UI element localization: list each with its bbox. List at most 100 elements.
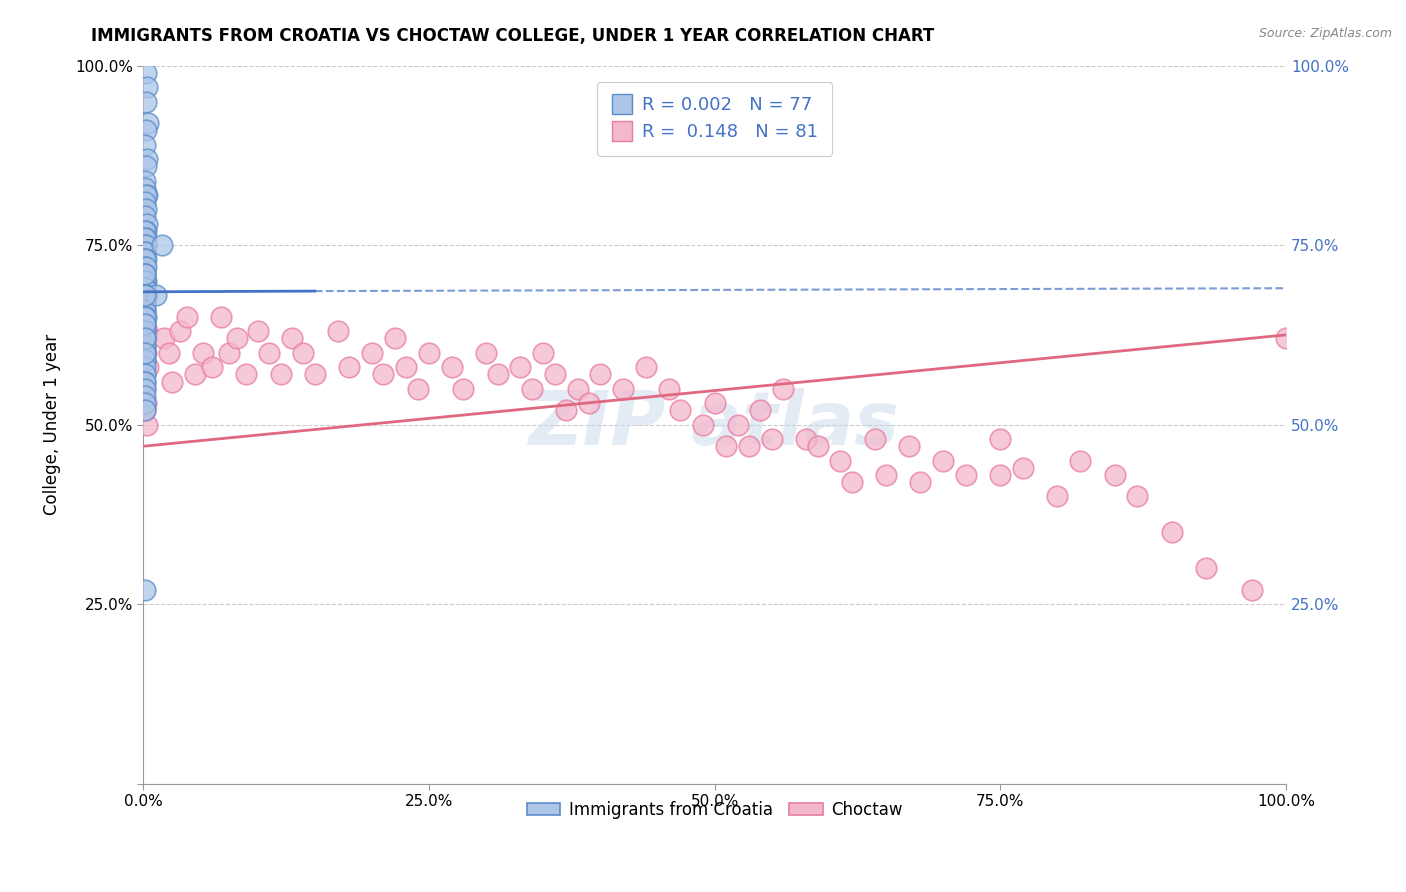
Point <box>134 317 156 331</box>
Point <box>806 439 828 453</box>
Point <box>486 368 509 382</box>
Point <box>201 360 224 375</box>
Point <box>727 417 749 432</box>
Point <box>134 295 156 310</box>
Point <box>134 324 156 338</box>
Point <box>135 187 157 202</box>
Point <box>134 173 156 187</box>
Point <box>134 317 156 331</box>
Point <box>134 331 156 345</box>
Point <box>910 475 932 489</box>
Legend: Immigrants from Croatia, Choctaw: Immigrants from Croatia, Choctaw <box>520 795 910 826</box>
Point <box>134 302 156 317</box>
Point <box>1240 582 1263 597</box>
Point <box>153 331 176 345</box>
Y-axis label: College, Under 1 year: College, Under 1 year <box>44 334 60 516</box>
Point <box>134 353 156 368</box>
Point <box>135 80 157 95</box>
Point <box>875 467 897 482</box>
Point <box>134 137 156 152</box>
Point <box>863 432 886 446</box>
Point <box>988 467 1011 482</box>
Point <box>897 439 920 453</box>
Point <box>841 475 863 489</box>
Point <box>134 403 156 417</box>
Point <box>475 346 498 360</box>
Point <box>246 324 269 338</box>
Point <box>135 310 157 324</box>
Point <box>830 453 852 467</box>
Point <box>134 267 156 281</box>
Point <box>1104 467 1126 482</box>
Point <box>134 331 156 345</box>
Point <box>134 245 156 260</box>
Point <box>218 346 240 360</box>
Point <box>509 360 531 375</box>
Point <box>304 368 326 382</box>
Point <box>135 274 157 288</box>
Point <box>134 396 156 410</box>
Point <box>636 360 658 375</box>
Text: Source: ZipAtlas.com: Source: ZipAtlas.com <box>1258 27 1392 40</box>
Point <box>1012 460 1035 475</box>
Point <box>281 331 304 345</box>
Point <box>134 324 156 338</box>
Point <box>1275 331 1298 345</box>
Point <box>1195 561 1218 575</box>
Point <box>669 403 692 417</box>
Point <box>134 274 156 288</box>
Point <box>134 368 156 382</box>
Point <box>134 260 156 274</box>
Point <box>134 295 156 310</box>
Point <box>567 382 589 396</box>
Point <box>134 267 156 281</box>
Point <box>135 202 157 217</box>
Point <box>658 382 681 396</box>
Point <box>235 368 257 382</box>
Point <box>226 331 249 345</box>
Point <box>134 582 156 597</box>
Point <box>135 324 157 338</box>
Point <box>134 245 156 260</box>
Point <box>134 331 156 345</box>
Point <box>134 281 156 295</box>
Point <box>134 346 156 360</box>
Point <box>145 288 167 302</box>
Point <box>160 375 183 389</box>
Point <box>136 116 159 130</box>
Point <box>794 432 817 446</box>
Point <box>544 368 567 382</box>
Point <box>134 375 156 389</box>
Point <box>612 382 634 396</box>
Point <box>209 310 232 324</box>
Point <box>134 195 156 210</box>
Point <box>361 346 384 360</box>
Point <box>135 66 157 80</box>
Point <box>134 231 156 245</box>
Point <box>520 382 543 396</box>
Point <box>134 288 156 302</box>
Point <box>191 346 214 360</box>
Point <box>692 417 714 432</box>
Point <box>134 324 156 338</box>
Point <box>955 467 977 482</box>
Point <box>373 368 395 382</box>
Point <box>135 396 157 410</box>
Point <box>150 238 173 252</box>
Point <box>134 382 156 396</box>
Point <box>1069 453 1091 467</box>
Point <box>1046 490 1069 504</box>
Text: IMMIGRANTS FROM CROATIA VS CHOCTAW COLLEGE, UNDER 1 YEAR CORRELATION CHART: IMMIGRANTS FROM CROATIA VS CHOCTAW COLLE… <box>91 27 935 45</box>
Point <box>134 346 156 360</box>
Point <box>134 267 156 281</box>
Point <box>134 317 156 331</box>
Point <box>135 288 157 302</box>
Point <box>337 360 360 375</box>
Point <box>135 217 157 231</box>
Point <box>134 180 156 194</box>
Point <box>134 224 156 238</box>
Point <box>135 260 157 274</box>
Point <box>440 360 463 375</box>
Point <box>134 368 156 382</box>
Point <box>169 324 191 338</box>
